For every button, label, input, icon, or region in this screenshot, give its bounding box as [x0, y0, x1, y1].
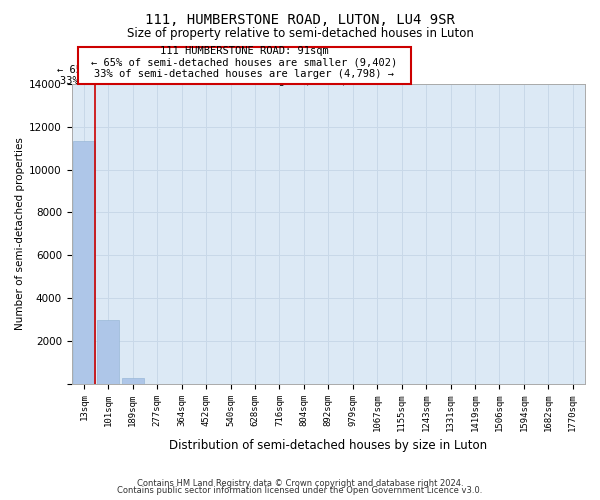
Bar: [73, 141, 95, 384]
Y-axis label: Number of semi-detached properties: Number of semi-detached properties: [15, 138, 25, 330]
Bar: [122, 378, 144, 384]
Text: Contains public sector information licensed under the Open Government Licence v3: Contains public sector information licen…: [118, 486, 482, 495]
Text: Size of property relative to semi-detached houses in Luton: Size of property relative to semi-detach…: [127, 28, 473, 40]
Text: 111, HUMBERSTONE ROAD, LUTON, LU4 9SR: 111, HUMBERSTONE ROAD, LUTON, LU4 9SR: [145, 12, 455, 26]
X-axis label: Distribution of semi-detached houses by size in Luton: Distribution of semi-detached houses by …: [169, 440, 487, 452]
Text: Contains HM Land Registry data © Crown copyright and database right 2024.: Contains HM Land Registry data © Crown c…: [137, 478, 463, 488]
Text: 111 HUMBERSTONE ROAD: 91sqm
← 65% of semi-detached houses are smaller (9,402)
33: 111 HUMBERSTONE ROAD: 91sqm ← 65% of sem…: [56, 52, 363, 86]
Text: 111 HUMBERSTONE ROAD: 91sqm
← 65% of semi-detached houses are smaller (9,402)
33: 111 HUMBERSTONE ROAD: 91sqm ← 65% of sem…: [91, 46, 398, 80]
Bar: [97, 320, 119, 384]
